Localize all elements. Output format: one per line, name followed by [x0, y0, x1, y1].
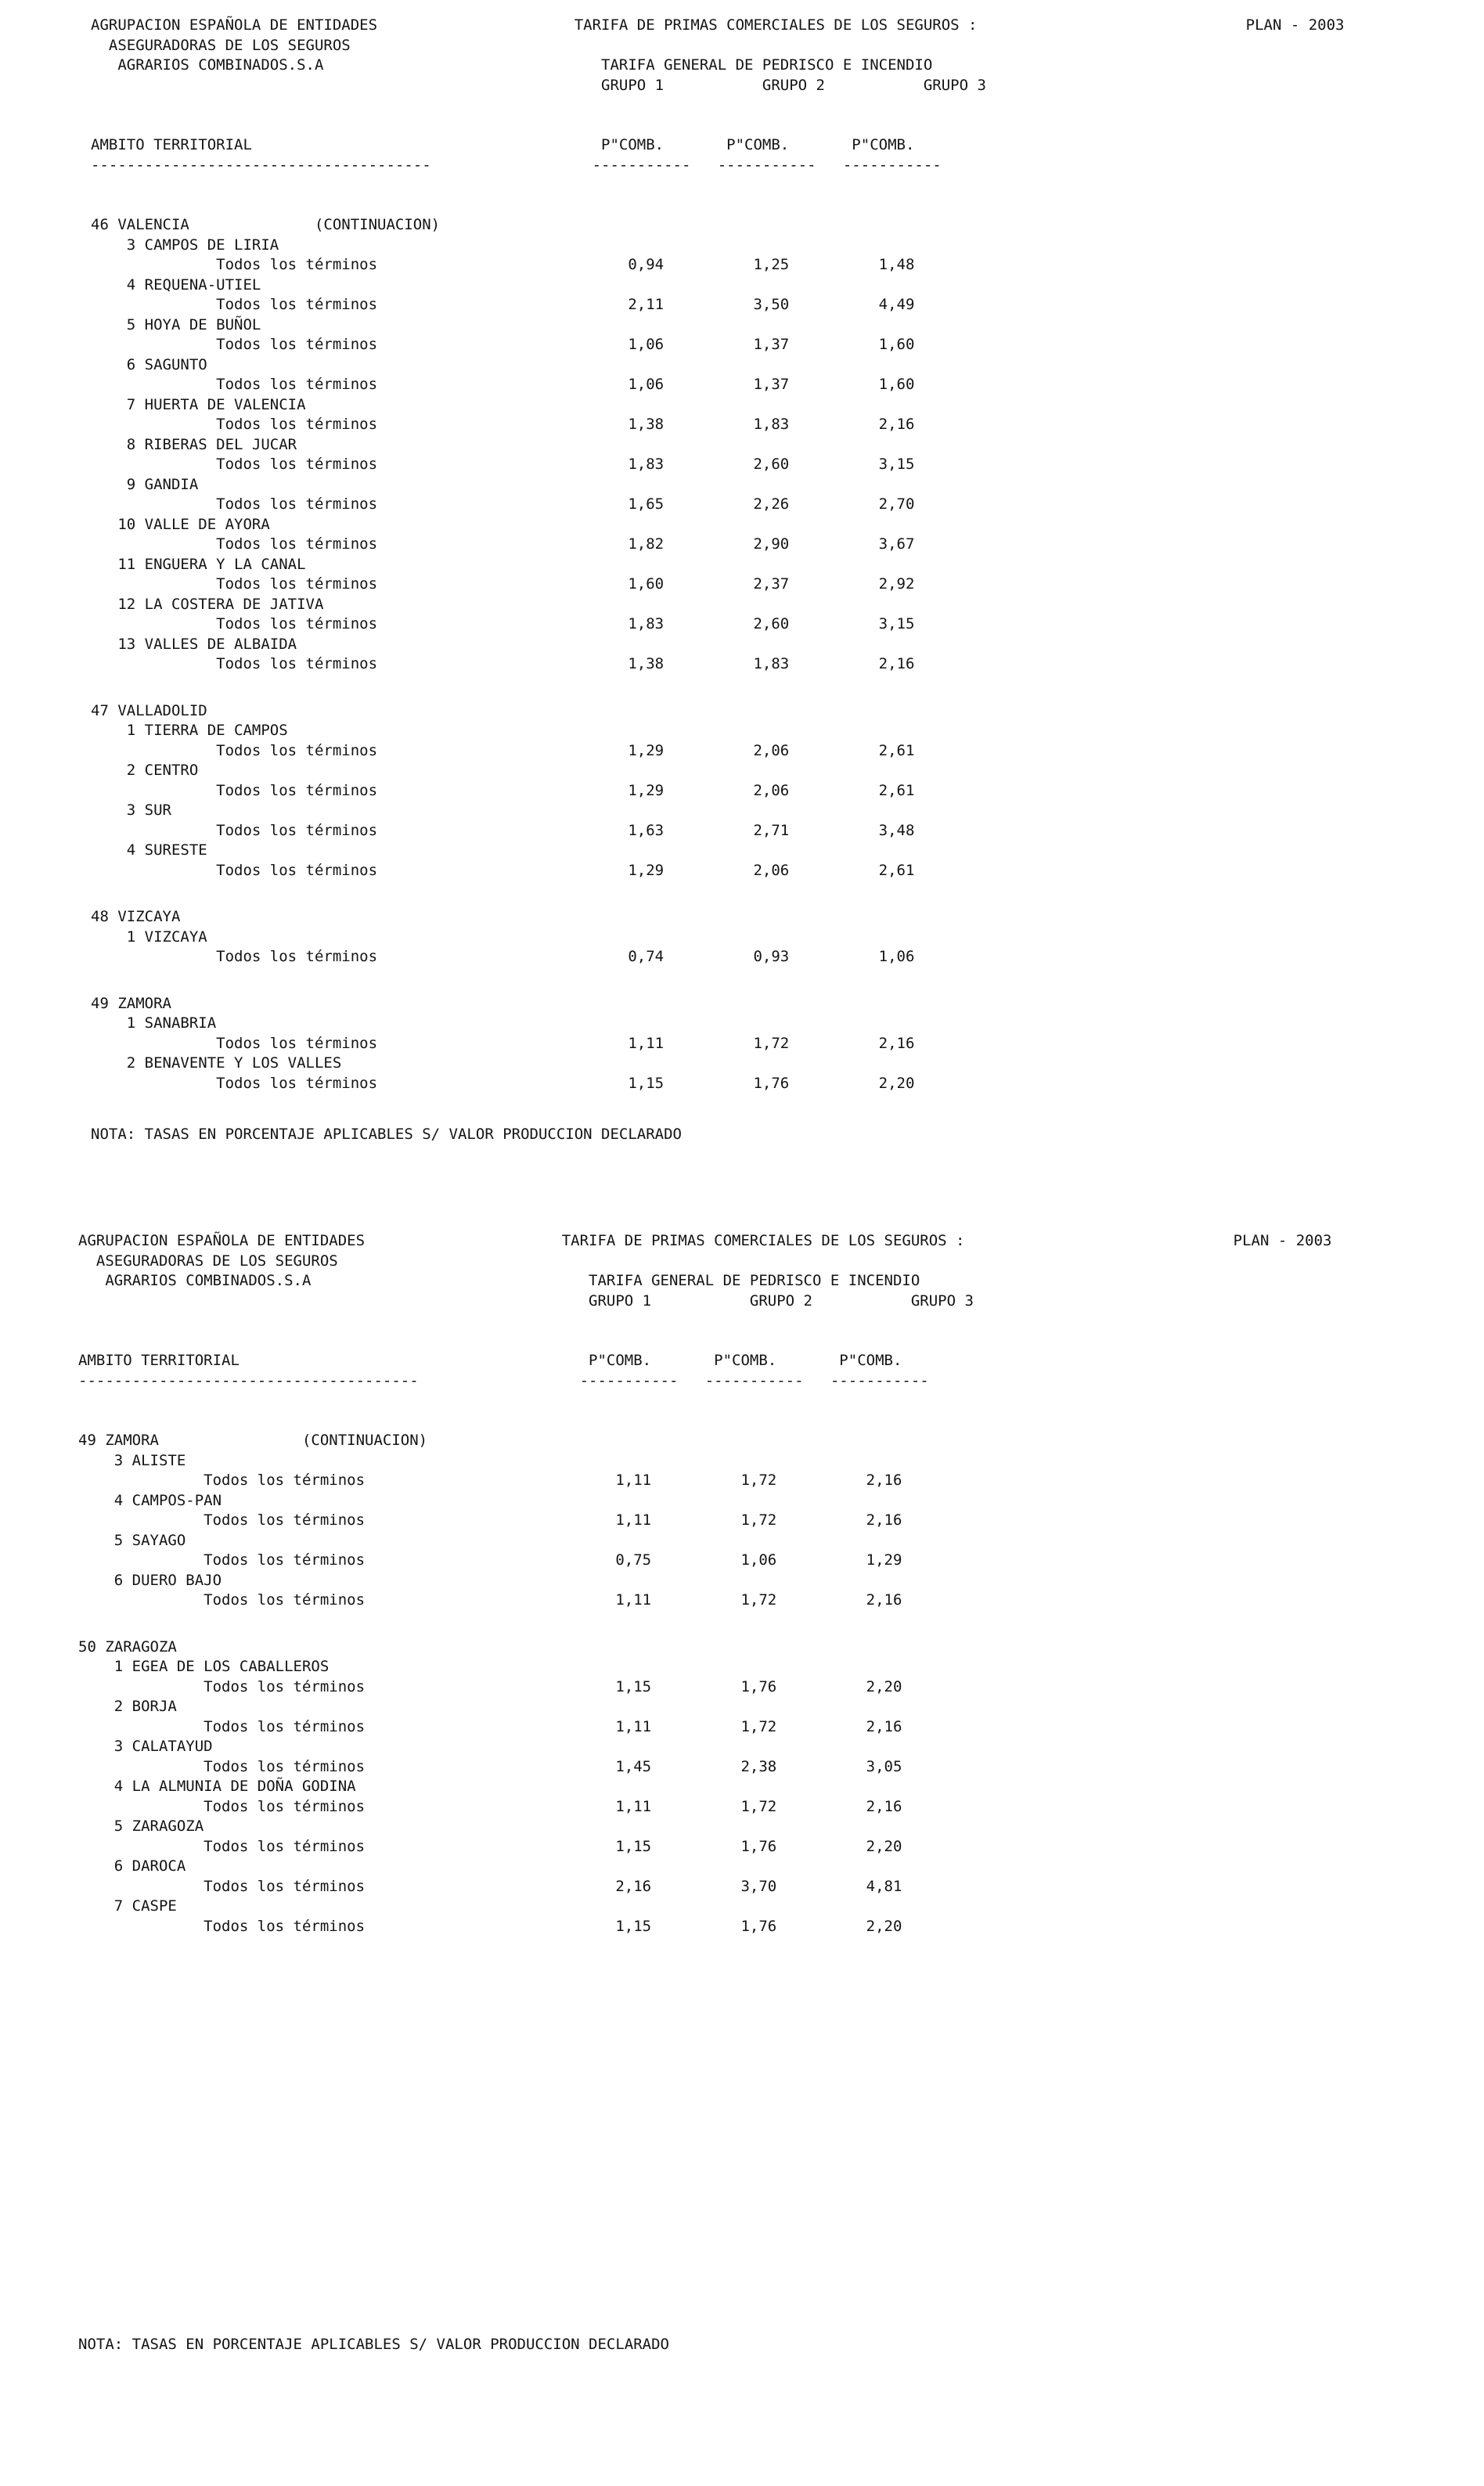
org-line-and-subtitle: AGRARIOS COMBINADOS.S.A TARIFA GENERAL D… [91, 56, 933, 74]
zone-row: 4 REQUENA-UTIEL [91, 276, 261, 294]
nota: NOTA: TASAS EN PORCENTAJE APLICABLES S/ … [91, 1126, 682, 1143]
zone-row: 2 CENTRO [91, 762, 199, 779]
blank-line [91, 196, 1484, 216]
terms-values-row: Todos los términos 1,38 1,83 2,16 [91, 416, 915, 433]
terms-values-row: Todos los términos 1,15 1,76 2,20 [78, 1837, 902, 1855]
terms-values-row: Todos los términos 1,63 2,71 3,48 [91, 821, 915, 839]
zone-row: 3 ALISTE [78, 1451, 186, 1469]
terms-values-row: Todos los términos 0,94 1,25 1,48 [91, 256, 915, 273]
terms-values-row: Todos los términos 0,75 1,06 1,29 [78, 1551, 902, 1569]
page-1: AGRUPACION ESPAÑOLA DE ENTIDADES TARIFA … [91, 16, 1484, 1145]
terms-values-row: Todos los términos 2,11 3,50 4,49 [91, 296, 915, 313]
zone-row: 6 SAGUNTO [91, 355, 207, 373]
terms-values-row: Todos los términos 1,38 1,83 2,16 [91, 655, 915, 672]
rule-row: -------------------------------------- -… [78, 1371, 929, 1389]
org-line: ASEGURADORAS DE LOS SEGUROS [91, 36, 351, 54]
terms-values-row: Todos los términos 1,06 1,37 1,60 [91, 336, 915, 353]
blank-line [78, 1411, 1471, 1432]
terms-values-row: Todos los términos 1,11 1,72 2,16 [78, 1591, 902, 1609]
rule-row: -------------------------------------- -… [91, 156, 942, 174]
terms-values-row: Todos los términos 1,11 1,72 2,16 [78, 1717, 902, 1735]
zone-row: 1 VIZCAYA [91, 928, 207, 946]
nota: NOTA: TASAS EN PORCENTAJE APLICABLES S/ … [78, 2336, 669, 2353]
terms-values-row: Todos los términos 1,29 2,06 2,61 [91, 781, 915, 799]
zone-row: 4 LA ALMUNIA DE DOÑA GODINA [78, 1778, 356, 1795]
org-line-and-doc-title: AGRUPACION ESPAÑOLA DE ENTIDADES TARIFA … [78, 1232, 1332, 1249]
zone-row: 6 DUERO BAJO [78, 1571, 222, 1589]
zone-row: 9 GANDIA [91, 475, 199, 493]
zone-row: 3 CAMPOS DE LIRIA [91, 236, 279, 254]
blank-line [91, 95, 1484, 116]
zone-row: 5 ZARAGOZA [78, 1818, 204, 1835]
terms-values-row: Todos los términos 1,29 2,06 2,61 [91, 861, 915, 879]
group-header-row: GRUPO 1 GRUPO 2 GRUPO 3 [91, 76, 986, 94]
org-line: ASEGURADORAS DE LOS SEGUROS [78, 1252, 338, 1270]
section-row: 49 ZAMORA [91, 994, 171, 1012]
section-row: 46 VALENCIA (CONTINUACION) [91, 216, 441, 233]
section-row: 49 ZAMORA (CONTINUACION) [78, 1432, 428, 1449]
section-row: 50 ZARAGOZA [78, 1638, 177, 1656]
blank-line [91, 116, 1484, 136]
terms-values-row: Todos los términos 1,29 2,06 2,61 [91, 741, 915, 759]
zone-row: 3 CALATAYUD [78, 1738, 213, 1755]
terms-values-row: Todos los términos 0,74 0,93 1,06 [91, 948, 915, 965]
column-header-row: AMBITO TERRITORIAL P"COMB. P"COMB. P"COM… [91, 136, 915, 153]
zone-row: 10 VALLE DE AYORA [91, 515, 270, 533]
zone-row: 3 SUR [91, 802, 171, 819]
terms-values-row: Todos los términos 1,11 1,72 2,16 [78, 1797, 902, 1815]
group-header-row: GRUPO 1 GRUPO 2 GRUPO 3 [78, 1292, 974, 1310]
org-line-and-subtitle: AGRARIOS COMBINADOS.S.A TARIFA GENERAL D… [78, 1272, 920, 1289]
terms-values-row: Todos los términos 1,82 2,90 3,67 [91, 535, 915, 553]
zone-row: 2 BORJA [78, 1698, 177, 1715]
section-row: 47 VALLADOLID [91, 701, 207, 719]
terms-values-row: Todos los términos 1,06 1,37 1,60 [91, 376, 915, 393]
blank-line [78, 1331, 1471, 1352]
zone-row: 5 HOYA DE BUÑOL [91, 315, 261, 333]
terms-values-row: Todos los términos 1,83 2,60 3,15 [91, 615, 915, 632]
terms-values-row: Todos los términos 1,83 2,60 3,15 [91, 456, 915, 473]
terms-values-row: Todos los términos 1,15 1,76 2,20 [91, 1074, 915, 1092]
terms-values-row: Todos los términos 1,15 1,76 2,20 [78, 1677, 902, 1695]
terms-values-row: Todos los términos 1,45 2,38 3,05 [78, 1757, 902, 1775]
zone-row: 4 CAMPOS-PAN [78, 1491, 222, 1509]
terms-values-row: Todos los términos 1,11 1,72 2,16 [78, 1472, 902, 1489]
zone-row: 11 ENGUERA Y LA CANAL [91, 555, 306, 573]
terms-values-row: Todos los términos 1,65 2,26 2,70 [91, 495, 915, 513]
terms-values-row: Todos los términos 1,11 1,72 2,16 [78, 1511, 902, 1529]
blank-line [91, 175, 1484, 196]
zone-row: 7 HUERTA DE VALENCIA [91, 395, 306, 413]
blank-line [78, 1391, 1471, 1411]
terms-values-row: Todos los términos 1,11 1,72 2,16 [91, 1034, 915, 1052]
section-row: 48 VIZCAYA [91, 908, 181, 925]
org-line-and-doc-title: AGRUPACION ESPAÑOLA DE ENTIDADES TARIFA … [91, 16, 1345, 34]
zone-row: 12 LA COSTERA DE JATIVA [91, 595, 324, 613]
zone-row: 13 VALLES DE ALBAIDA [91, 635, 297, 653]
zone-row: 8 RIBERAS DEL JUCAR [91, 435, 297, 453]
zone-row: 7 CASPE [78, 1897, 177, 1915]
column-header-row: AMBITO TERRITORIAL P"COMB. P"COMB. P"COM… [78, 1352, 902, 1369]
zone-row: 6 DAROCA [78, 1857, 186, 1875]
terms-values-row: Todos los términos 1,60 2,37 2,92 [91, 575, 915, 593]
zone-row: 5 SAYAGO [78, 1531, 186, 1549]
zone-row: 1 TIERRA DE CAMPOS [91, 722, 288, 739]
blank-line [78, 1311, 1471, 1331]
zone-row: 1 EGEA DE LOS CABALLEROS [78, 1658, 330, 1675]
zone-row: 4 SURESTE [91, 841, 207, 859]
zone-row: 1 SANABRIA [91, 1014, 217, 1032]
page-2: AGRUPACION ESPAÑOLA DE ENTIDADES TARIFA … [78, 1231, 1471, 2353]
terms-values-row: Todos los términos 1,15 1,76 2,20 [78, 1917, 902, 1935]
terms-values-row: Todos los términos 2,16 3,70 4,81 [78, 1877, 902, 1895]
zone-row: 2 BENAVENTE Y LOS VALLES [91, 1054, 342, 1072]
